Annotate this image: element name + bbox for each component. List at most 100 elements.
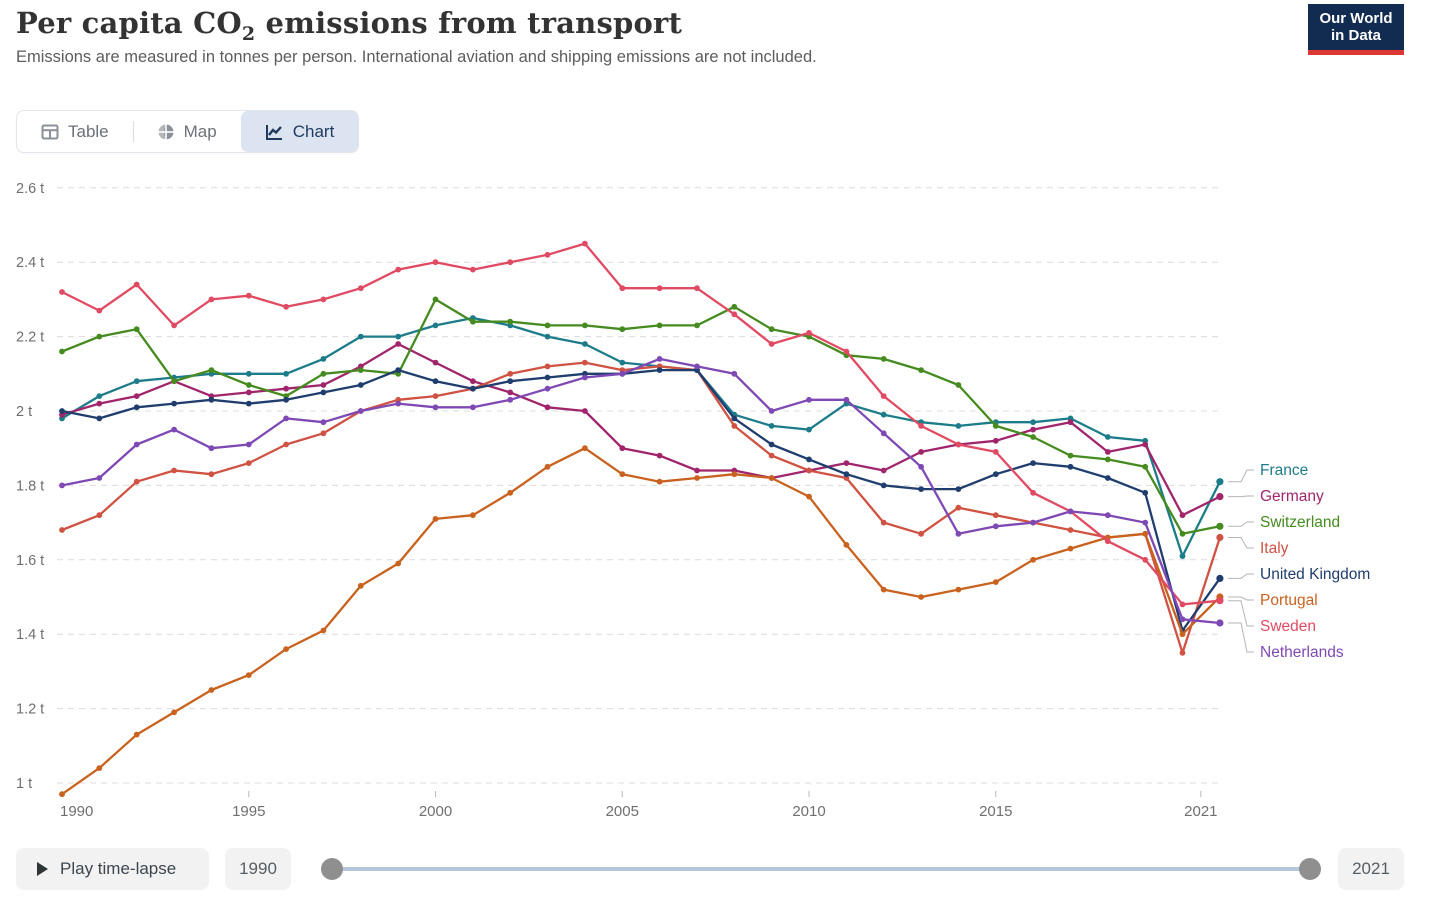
x-tick-label: 2005: [606, 803, 639, 820]
data-point-switzerland: [1216, 522, 1224, 530]
data-point-portugal: [1142, 530, 1149, 537]
data-point-switzerland: [1030, 434, 1036, 440]
data-point-switzerland: [245, 382, 252, 388]
data-point-italy: [768, 452, 775, 459]
data-point-united-kingdom: [395, 367, 402, 373]
series-line-germany[interactable]: [61, 342, 1221, 517]
series-line-united-kingdom[interactable]: [61, 368, 1221, 632]
data-point-portugal: [133, 731, 140, 738]
data-point-italy: [208, 471, 215, 478]
legend-label-switzerland[interactable]: Switzerland: [1260, 514, 1340, 531]
data-point-switzerland: [955, 382, 962, 388]
data-point-netherlands: [320, 419, 327, 426]
legend-label-france[interactable]: France: [1260, 462, 1308, 479]
data-point-germany: [880, 467, 887, 474]
data-point-italy: [1067, 527, 1074, 533]
timeline-end-year: 2021: [1338, 848, 1404, 890]
data-point-germany: [582, 408, 588, 414]
owid-logo[interactable]: Our World in Data: [1308, 4, 1404, 55]
data-point-france: [619, 359, 626, 366]
data-point-netherlands: [656, 356, 663, 362]
data-point-sweden: [1104, 538, 1111, 545]
data-point-sweden: [59, 289, 65, 295]
legend-label-united-kingdom[interactable]: United Kingdom: [1260, 566, 1370, 583]
data-point-portugal: [544, 463, 551, 470]
data-point-italy: [992, 512, 999, 519]
chart-header: Per capita CO2 emissions from transport …: [16, 6, 817, 67]
tab-table[interactable]: Table: [17, 111, 133, 152]
data-point-france: [806, 426, 812, 433]
data-point-switzerland: [880, 356, 887, 362]
data-point-united-kingdom: [245, 400, 252, 407]
data-point-germany: [1104, 449, 1111, 455]
legend-label-portugal[interactable]: Portugal: [1260, 592, 1318, 609]
data-point-sweden: [507, 259, 514, 266]
data-point-italy: [245, 460, 252, 466]
data-point-portugal: [1179, 631, 1186, 638]
data-point-france: [432, 322, 439, 329]
data-point-united-kingdom: [171, 400, 178, 407]
timeline-handle-end[interactable]: [1299, 858, 1321, 880]
tab-map[interactable]: Map: [132, 111, 241, 152]
data-point-switzerland: [1142, 463, 1149, 470]
x-tick-label: 2000: [419, 803, 452, 820]
title-subscript: 2: [241, 22, 256, 45]
data-point-switzerland: [357, 367, 364, 373]
series-line-italy[interactable]: [61, 361, 1221, 654]
globe-icon: [157, 123, 175, 141]
data-point-portugal: [208, 687, 215, 693]
tab-divider: [132, 121, 134, 142]
data-point-france: [1216, 478, 1224, 486]
series-line-portugal[interactable]: [61, 447, 1221, 796]
data-point-portugal: [357, 582, 364, 589]
data-point-switzerland: [171, 378, 178, 385]
data-point-portugal: [918, 594, 924, 600]
series-line-switzerland[interactable]: [61, 298, 1221, 535]
series-line-france[interactable]: [61, 316, 1221, 558]
data-point-switzerland: [694, 322, 700, 329]
data-point-france: [1104, 434, 1111, 440]
data-point-germany: [1179, 512, 1186, 519]
data-point-sweden: [992, 449, 999, 455]
data-point-sweden: [96, 307, 103, 314]
view-tabs: Table Map Chart: [16, 110, 360, 153]
data-point-netherlands: [1216, 619, 1224, 627]
y-tick-label: 2.6 t: [16, 181, 44, 197]
legend-label-netherlands[interactable]: Netherlands: [1260, 644, 1344, 661]
data-point-portugal: [507, 489, 514, 496]
play-timelapse-label: Play time-lapse: [60, 859, 177, 878]
legend-connector: [1228, 537, 1254, 549]
legend-label-italy[interactable]: Italy: [1260, 540, 1289, 557]
data-point-netherlands: [470, 404, 476, 411]
timeline-handle-start[interactable]: [321, 858, 343, 880]
data-point-sweden: [1030, 489, 1036, 496]
data-point-portugal: [96, 765, 103, 771]
data-point-portugal: [694, 475, 700, 481]
data-point-switzerland: [992, 423, 999, 429]
data-point-netherlands: [880, 430, 887, 437]
timeline-slider[interactable]: [321, 858, 1321, 880]
data-point-france: [544, 333, 551, 340]
data-point-sweden: [1216, 597, 1224, 605]
series-line-netherlands[interactable]: [61, 357, 1221, 625]
play-timelapse-button[interactable]: Play time-lapse: [16, 848, 209, 890]
legend-label-germany[interactable]: Germany: [1260, 488, 1324, 505]
table-icon: [41, 123, 59, 141]
data-point-italy: [507, 370, 514, 377]
data-point-switzerland: [470, 318, 476, 325]
tab-chart[interactable]: Chart: [240, 111, 359, 152]
data-point-sweden: [768, 341, 775, 347]
line-chart-icon: [265, 123, 284, 141]
tab-chart-label: Chart: [292, 121, 335, 141]
data-point-france: [133, 378, 140, 385]
data-point-united-kingdom: [918, 486, 924, 492]
legend-label-sweden[interactable]: Sweden: [1260, 618, 1316, 635]
y-tick-label: 2.4 t: [16, 255, 44, 271]
data-point-germany: [96, 400, 103, 407]
series-line-sweden[interactable]: [61, 242, 1221, 606]
legend-connector: [1228, 495, 1254, 498]
data-point-united-kingdom: [768, 441, 775, 448]
data-point-united-kingdom: [507, 378, 514, 385]
data-point-sweden: [1179, 601, 1186, 608]
data-point-france: [1179, 553, 1186, 559]
